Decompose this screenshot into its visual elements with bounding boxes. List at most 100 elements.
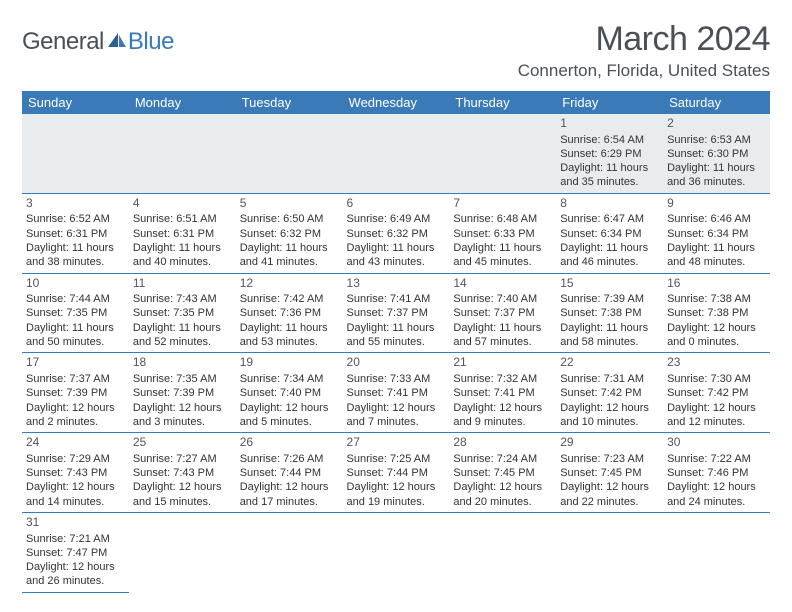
- dayname: Tuesday: [236, 91, 343, 114]
- daylight-text: Daylight: 11 hours and 58 minutes.: [560, 321, 659, 350]
- sunset-text: Sunset: 7:41 PM: [453, 386, 552, 400]
- calendar-cell: [129, 512, 236, 592]
- daylight-text: Daylight: 12 hours and 5 minutes.: [240, 401, 339, 430]
- calendar-cell: 8Sunrise: 6:47 AMSunset: 6:34 PMDaylight…: [556, 193, 663, 273]
- day-number: 6: [347, 196, 446, 212]
- sunset-text: Sunset: 7:46 PM: [667, 466, 766, 480]
- calendar-cell: [663, 512, 770, 592]
- sunrise-text: Sunrise: 7:39 AM: [560, 292, 659, 306]
- calendar-cell: 7Sunrise: 6:48 AMSunset: 6:33 PMDaylight…: [449, 193, 556, 273]
- daylight-text: Daylight: 12 hours and 15 minutes.: [133, 480, 232, 509]
- day-number: 13: [347, 276, 446, 292]
- calendar-row: 3Sunrise: 6:52 AMSunset: 6:31 PMDaylight…: [22, 193, 770, 273]
- dayname-row: Sunday Monday Tuesday Wednesday Thursday…: [22, 91, 770, 114]
- calendar-cell: 15Sunrise: 7:39 AMSunset: 7:38 PMDayligh…: [556, 273, 663, 353]
- calendar-cell: [129, 114, 236, 193]
- day-number: 2: [667, 116, 766, 132]
- calendar-cell: 13Sunrise: 7:41 AMSunset: 7:37 PMDayligh…: [343, 273, 450, 353]
- day-number: 7: [453, 196, 552, 212]
- sunrise-text: Sunrise: 7:22 AM: [667, 452, 766, 466]
- sunrise-text: Sunrise: 6:46 AM: [667, 212, 766, 226]
- sunrise-text: Sunrise: 7:38 AM: [667, 292, 766, 306]
- sunset-text: Sunset: 7:35 PM: [26, 306, 125, 320]
- calendar-cell: 29Sunrise: 7:23 AMSunset: 7:45 PMDayligh…: [556, 433, 663, 513]
- location: Connerton, Florida, United States: [518, 61, 770, 81]
- day-number: 8: [560, 196, 659, 212]
- day-number: 24: [26, 435, 125, 451]
- calendar-cell: 5Sunrise: 6:50 AMSunset: 6:32 PMDaylight…: [236, 193, 343, 273]
- sunset-text: Sunset: 6:29 PM: [560, 147, 659, 161]
- sunset-text: Sunset: 6:31 PM: [133, 227, 232, 241]
- sunrise-text: Sunrise: 7:42 AM: [240, 292, 339, 306]
- calendar-cell: 9Sunrise: 6:46 AMSunset: 6:34 PMDaylight…: [663, 193, 770, 273]
- sunrise-text: Sunrise: 7:26 AM: [240, 452, 339, 466]
- daylight-text: Daylight: 12 hours and 22 minutes.: [560, 480, 659, 509]
- calendar-cell: 12Sunrise: 7:42 AMSunset: 7:36 PMDayligh…: [236, 273, 343, 353]
- calendar-cell: 6Sunrise: 6:49 AMSunset: 6:32 PMDaylight…: [343, 193, 450, 273]
- daylight-text: Daylight: 11 hours and 40 minutes.: [133, 241, 232, 270]
- daylight-text: Daylight: 11 hours and 46 minutes.: [560, 241, 659, 270]
- calendar-cell: 31Sunrise: 7:21 AMSunset: 7:47 PMDayligh…: [22, 512, 129, 592]
- sunset-text: Sunset: 7:36 PM: [240, 306, 339, 320]
- dayname: Monday: [129, 91, 236, 114]
- daylight-text: Daylight: 11 hours and 36 minutes.: [667, 161, 766, 190]
- calendar-cell: 16Sunrise: 7:38 AMSunset: 7:38 PMDayligh…: [663, 273, 770, 353]
- day-number: 29: [560, 435, 659, 451]
- calendar-cell: 27Sunrise: 7:25 AMSunset: 7:44 PMDayligh…: [343, 433, 450, 513]
- sunset-text: Sunset: 6:34 PM: [560, 227, 659, 241]
- calendar-cell: 22Sunrise: 7:31 AMSunset: 7:42 PMDayligh…: [556, 353, 663, 433]
- calendar-cell: 14Sunrise: 7:40 AMSunset: 7:37 PMDayligh…: [449, 273, 556, 353]
- sunset-text: Sunset: 7:37 PM: [453, 306, 552, 320]
- calendar-row: 24Sunrise: 7:29 AMSunset: 7:43 PMDayligh…: [22, 433, 770, 513]
- sunset-text: Sunset: 6:32 PM: [240, 227, 339, 241]
- dayname: Thursday: [449, 91, 556, 114]
- sunset-text: Sunset: 7:44 PM: [240, 466, 339, 480]
- calendar-row: 17Sunrise: 7:37 AMSunset: 7:39 PMDayligh…: [22, 353, 770, 433]
- day-number: 18: [133, 355, 232, 371]
- calendar-table: Sunday Monday Tuesday Wednesday Thursday…: [22, 91, 770, 593]
- day-number: 20: [347, 355, 446, 371]
- sunrise-text: Sunrise: 7:37 AM: [26, 372, 125, 386]
- sunset-text: Sunset: 7:43 PM: [26, 466, 125, 480]
- sunset-text: Sunset: 7:41 PM: [347, 386, 446, 400]
- sunset-text: Sunset: 7:38 PM: [560, 306, 659, 320]
- calendar-cell: 1Sunrise: 6:54 AMSunset: 6:29 PMDaylight…: [556, 114, 663, 193]
- day-number: 3: [26, 196, 125, 212]
- dayname: Wednesday: [343, 91, 450, 114]
- day-number: 4: [133, 196, 232, 212]
- page-title: March 2024: [518, 20, 770, 59]
- sunset-text: Sunset: 7:47 PM: [26, 546, 125, 560]
- day-number: 31: [26, 515, 125, 531]
- daylight-text: Daylight: 12 hours and 2 minutes.: [26, 401, 125, 430]
- day-number: 19: [240, 355, 339, 371]
- daylight-text: Daylight: 11 hours and 52 minutes.: [133, 321, 232, 350]
- calendar-cell: 23Sunrise: 7:30 AMSunset: 7:42 PMDayligh…: [663, 353, 770, 433]
- calendar-cell: 20Sunrise: 7:33 AMSunset: 7:41 PMDayligh…: [343, 353, 450, 433]
- sunset-text: Sunset: 7:37 PM: [347, 306, 446, 320]
- calendar-cell: 10Sunrise: 7:44 AMSunset: 7:35 PMDayligh…: [22, 273, 129, 353]
- calendar-cell: 11Sunrise: 7:43 AMSunset: 7:35 PMDayligh…: [129, 273, 236, 353]
- calendar-cell: 2Sunrise: 6:53 AMSunset: 6:30 PMDaylight…: [663, 114, 770, 193]
- calendar-cell: [343, 512, 450, 592]
- sunrise-text: Sunrise: 7:34 AM: [240, 372, 339, 386]
- day-number: 10: [26, 276, 125, 292]
- sunrise-text: Sunrise: 7:30 AM: [667, 372, 766, 386]
- day-number: 23: [667, 355, 766, 371]
- daylight-text: Daylight: 12 hours and 12 minutes.: [667, 401, 766, 430]
- sunset-text: Sunset: 7:39 PM: [133, 386, 232, 400]
- daylight-text: Daylight: 11 hours and 35 minutes.: [560, 161, 659, 190]
- logo-text-general: General: [22, 28, 104, 56]
- day-number: 14: [453, 276, 552, 292]
- calendar-cell: [449, 114, 556, 193]
- sunset-text: Sunset: 7:35 PM: [133, 306, 232, 320]
- day-number: 16: [667, 276, 766, 292]
- daylight-text: Daylight: 12 hours and 17 minutes.: [240, 480, 339, 509]
- header: General Blue March 2024 Connerton, Flori…: [22, 20, 770, 81]
- sunset-text: Sunset: 7:45 PM: [560, 466, 659, 480]
- day-number: 1: [560, 116, 659, 132]
- sunset-text: Sunset: 6:33 PM: [453, 227, 552, 241]
- daylight-text: Daylight: 11 hours and 43 minutes.: [347, 241, 446, 270]
- calendar-cell: 17Sunrise: 7:37 AMSunset: 7:39 PMDayligh…: [22, 353, 129, 433]
- daylight-text: Daylight: 11 hours and 45 minutes.: [453, 241, 552, 270]
- sunrise-text: Sunrise: 7:44 AM: [26, 292, 125, 306]
